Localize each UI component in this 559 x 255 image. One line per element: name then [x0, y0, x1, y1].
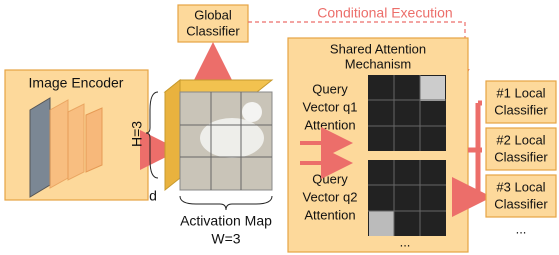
activation-cube: [165, 80, 272, 190]
query-label: Query: [312, 171, 348, 186]
attention-title: Shared Attention: [330, 41, 426, 56]
conditional-execution-label: Conditional Execution: [317, 5, 452, 21]
local-classifier-label: Classifier: [494, 196, 548, 211]
local-classifier-label: #2 Local: [496, 132, 545, 147]
local-classifier-label: #3 Local: [496, 179, 545, 194]
diagram: Global Classifier Conditional Execution …: [0, 0, 559, 255]
image-encoder-label: Image Encoder: [29, 75, 124, 91]
global-classifier-label: Global: [194, 7, 232, 22]
depth-label: d: [149, 188, 157, 204]
activation-map-label: Activation Map: [180, 213, 272, 229]
brace: [180, 196, 272, 210]
query-label: Query: [312, 81, 348, 96]
height-label: H=3: [129, 121, 145, 147]
local-classifier-label: Classifier: [494, 149, 548, 164]
local-classifier-label: #1 Local: [496, 85, 545, 100]
attention-title: Mechanism: [345, 56, 411, 71]
query-label: Attention: [304, 207, 355, 222]
global-classifier-label: Classifier: [186, 23, 240, 38]
query-label: Vector q2: [303, 189, 358, 204]
local-classifiers: #1 Local Classifier #2 Local Classifier #3 L…: [486, 81, 556, 217]
attention-map: [368, 75, 446, 151]
query-label: Attention: [304, 117, 355, 132]
width-label: W=3: [211, 231, 240, 247]
attention-map: [368, 160, 446, 236]
ellipsis: ...: [400, 234, 411, 249]
query-label: Vector q1: [303, 99, 358, 114]
ellipsis: ...: [516, 221, 527, 236]
local-classifier-label: Classifier: [494, 102, 548, 117]
